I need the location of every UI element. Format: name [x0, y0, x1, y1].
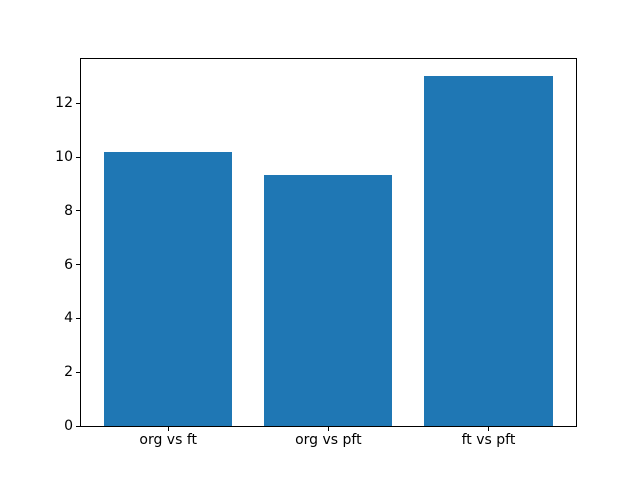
y-tick-mark [76, 102, 80, 104]
y-tick-label: 8 [64, 202, 73, 219]
y-tick-label: 10 [55, 149, 73, 166]
y-tick-mark [76, 210, 80, 212]
y-tick-label: 0 [64, 418, 73, 434]
plot-area: 0 2 4 6 8 10 12 org vs ft org vs pft ft vs pft [55, 58, 577, 447]
bar-ft-vs-pft [424, 76, 553, 426]
y-tick-label: 4 [64, 310, 73, 327]
x-tick-label: org vs ft [139, 432, 197, 448]
y-tick-mark [76, 156, 80, 158]
y-tick-mark [76, 371, 80, 373]
bar-org-vs-ft [104, 151, 233, 426]
x-tick-mark [487, 427, 489, 431]
x-tick-label: org vs pft [295, 432, 362, 448]
y-tick-label: 2 [64, 364, 73, 381]
x-tick-mark [327, 427, 329, 431]
y-tick-mark [76, 317, 80, 319]
y-tick-label: 6 [64, 256, 73, 273]
x-tick-label: ft vs pft [461, 432, 516, 448]
x-tick-mark [167, 427, 169, 431]
y-tick-label: 12 [55, 95, 73, 112]
bar-org-vs-pft [264, 174, 393, 426]
y-tick-mark [76, 425, 80, 427]
y-tick-mark [76, 264, 80, 266]
